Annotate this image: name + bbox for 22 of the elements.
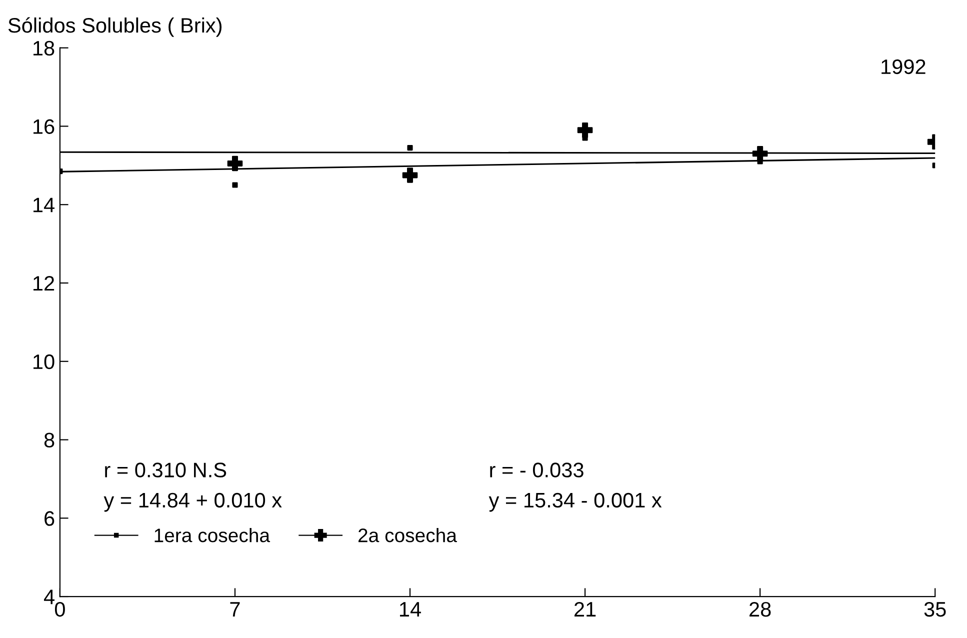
y-tick-label: 14 bbox=[34, 198, 54, 212]
x-tick-label: 14 bbox=[400, 602, 421, 616]
legend-label: 2a cosecha bbox=[358, 528, 457, 542]
x-tick-label: 21 bbox=[574, 602, 596, 616]
x-tick-label: 35 bbox=[924, 602, 946, 617]
x-tick-label: 0 bbox=[54, 602, 65, 617]
x-tick-label: 28 bbox=[750, 602, 771, 617]
y-tick-label: 18 bbox=[34, 40, 54, 56]
legend-label: 1era cosecha bbox=[154, 528, 270, 542]
x-tick-label: 7 bbox=[230, 602, 240, 616]
annotation: y = 15.34 - 0.001 x bbox=[488, 492, 662, 512]
y-tick-label: 16 bbox=[34, 119, 54, 134]
annotation: y = 14.84 + 0.010 x bbox=[104, 492, 282, 512]
y-tick-label: 6 bbox=[44, 511, 54, 526]
y-tick-label: 10 bbox=[34, 354, 54, 370]
y-tick-label: 8 bbox=[44, 432, 54, 448]
y-tick-label: 4 bbox=[44, 590, 54, 604]
annotation: 1992 bbox=[882, 59, 926, 74]
y-tick-label: 12 bbox=[34, 276, 54, 291]
annotation: r = 0.310 N.S bbox=[105, 462, 226, 478]
annotation: r = - 0.033 bbox=[490, 462, 584, 478]
y-axis-title: Sólidos Solubles ( Brix) bbox=[8, 17, 222, 37]
